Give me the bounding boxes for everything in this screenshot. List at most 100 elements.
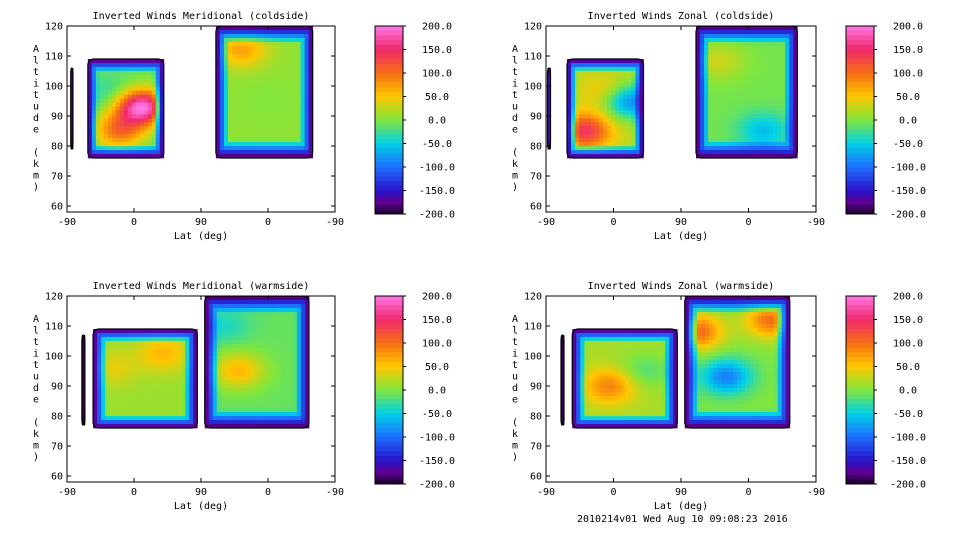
colorbar-tick-label: 100.0 — [893, 69, 923, 80]
colorbar-swatch — [375, 446, 403, 452]
colorbar-tick-label: 50.0 — [896, 92, 920, 103]
colorbar-swatch — [375, 73, 403, 79]
colorbar-swatch — [846, 167, 874, 173]
y-tick-label: 120 — [45, 292, 63, 303]
colorbar-swatch — [846, 328, 874, 335]
colorbar-swatch — [375, 82, 403, 88]
x-tick-label: 0 — [265, 487, 271, 498]
colorbar-swatch — [846, 35, 874, 41]
colorbar-swatch — [846, 455, 874, 461]
colorbar-swatch — [375, 49, 403, 55]
colorbar: 200.0 150.0 100.0 50.0 0.0 -50.0 -100.0 -150.0 -… — [845, 22, 926, 221]
colorbar-swatch — [846, 190, 874, 196]
wind-region — [92, 328, 198, 429]
colorbar-swatch — [375, 96, 403, 102]
colorbar-swatch — [375, 190, 403, 196]
colorbar-swatch — [846, 324, 874, 330]
y-tick-label: 100 — [45, 352, 63, 363]
colorbar-swatch — [375, 469, 403, 476]
x-tick-label: 0 — [131, 217, 137, 228]
colorbar-swatch — [846, 361, 874, 367]
colorbar-swatch — [375, 162, 403, 168]
colorbar-swatch — [375, 296, 403, 302]
colorbar-tick-label: 150.0 — [893, 315, 923, 326]
colorbar-tick-label: -150.0 — [419, 456, 455, 467]
timestamp-footer: 2010214v01 Wed Aug 10 09:08:23 2016 — [577, 514, 788, 525]
y-tick-label: 60 — [51, 202, 63, 213]
x-tick-label: -90 — [58, 487, 76, 498]
colorbar: 200.0 150.0 100.0 50.0 0.0 -50.0 -100.0 -150.0 -… — [374, 22, 455, 221]
wind-region — [546, 67, 552, 150]
colorbar-swatch — [846, 338, 874, 344]
wind-region — [204, 296, 310, 429]
colorbar-swatch — [846, 162, 874, 168]
colorbar-tick-label: 0.0 — [428, 116, 446, 127]
colorbar-swatch — [846, 148, 874, 154]
wind-region — [81, 334, 86, 426]
y-tick-label: 80 — [51, 142, 63, 153]
colorbar-swatch — [846, 314, 874, 320]
colorbar-swatch — [375, 87, 403, 93]
colorbar-swatch — [375, 40, 403, 46]
colorbar-swatch — [375, 324, 403, 330]
colorbar-swatch — [375, 101, 403, 107]
colorbar-swatch — [375, 479, 403, 485]
colorbar-swatch — [375, 474, 403, 480]
colorbar-swatch — [375, 314, 403, 320]
colorbar-swatch — [846, 385, 874, 391]
colorbar-swatch — [846, 413, 874, 419]
y-tick-label: 120 — [524, 22, 542, 33]
x-tick-label: 0 — [610, 217, 616, 228]
colorbar-swatch — [846, 54, 874, 60]
colorbar-swatch — [846, 305, 874, 311]
contour-area — [81, 296, 310, 429]
colorbar-swatch — [375, 352, 403, 358]
colorbar-swatch — [375, 347, 403, 353]
y-tick-label: 90 — [51, 382, 63, 393]
chart-title: Inverted Winds Zonal (coldside) — [588, 11, 775, 22]
colorbar-swatch — [375, 63, 403, 69]
colorbar-swatch — [846, 30, 874, 36]
colorbar-swatch — [846, 73, 874, 79]
colorbar-tick-label: 100.0 — [422, 69, 452, 80]
colorbar-swatch — [375, 181, 403, 187]
y-tick-label: 100 — [524, 82, 542, 93]
colorbar-swatch — [375, 148, 403, 154]
colorbar-swatch — [375, 441, 403, 447]
x-tick-label: 0 — [610, 487, 616, 498]
colorbar-swatch — [846, 120, 874, 126]
region-outline — [92, 328, 198, 429]
colorbar-swatch — [375, 171, 403, 177]
colorbar-swatch — [375, 30, 403, 36]
colorbar-tick-label: -150.0 — [890, 456, 926, 467]
colorbar-swatch — [846, 319, 874, 325]
colorbar-tick-label: -100.0 — [890, 433, 926, 444]
y-tick-label: 70 — [530, 442, 542, 453]
y-tick-label: 100 — [45, 82, 63, 93]
colorbar-swatch — [375, 129, 403, 135]
x-tick-label: 90 — [675, 487, 687, 498]
colorbar-swatch — [375, 390, 403, 396]
colorbar-swatch — [375, 209, 403, 215]
colorbar-swatch — [846, 96, 874, 102]
x-tick-label: -90 — [537, 487, 555, 498]
region-outline — [204, 296, 310, 429]
y-tick-label: 110 — [524, 322, 542, 333]
colorbar-swatch — [375, 134, 403, 140]
colorbar-swatch — [375, 44, 403, 50]
colorbar-swatch — [375, 310, 403, 316]
colorbar-swatch — [846, 437, 874, 443]
y-tick-label: 80 — [530, 412, 542, 423]
y-tick-label: 120 — [524, 292, 542, 303]
region-outline — [81, 334, 86, 426]
colorbar-swatch — [375, 68, 403, 74]
colorbar-swatch — [846, 390, 874, 396]
colorbar-swatch — [375, 305, 403, 311]
colorbar-swatch — [375, 105, 403, 112]
colorbar-swatch — [375, 413, 403, 419]
x-tick-label: 90 — [675, 217, 687, 228]
colorbar-swatch — [846, 460, 874, 466]
x-tick-label: -90 — [58, 217, 76, 228]
colorbar-tick-label: -50.0 — [893, 139, 923, 150]
colorbar-swatch — [846, 87, 874, 93]
